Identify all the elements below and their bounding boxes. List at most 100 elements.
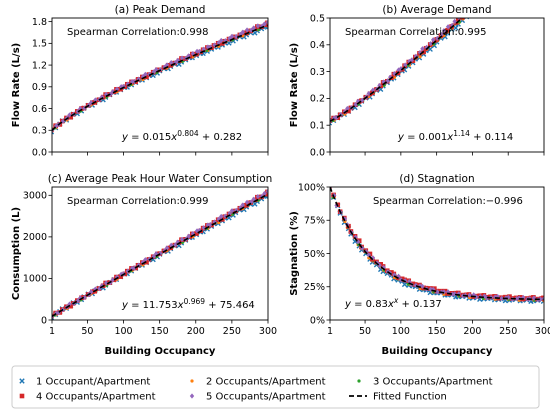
data-point [478, 0, 482, 1]
data-point [68, 303, 73, 309]
data-point [125, 268, 131, 274]
series-5 [330, 0, 482, 124]
chart-title: (b) Average Demand [382, 4, 491, 16]
y-tick-label: 0% [310, 315, 325, 326]
data-point [119, 271, 124, 277]
fitted-line [52, 24, 268, 132]
y-axis-label: Flow Rate (L/s) [11, 43, 22, 127]
y-tick-label: 0.2 [310, 94, 325, 105]
data-point [164, 62, 170, 68]
data-point [531, 295, 537, 301]
fit-equation: y = 11.753x0.969 + 75.464 [121, 297, 255, 311]
data-point [377, 82, 382, 89]
fit-equation: y = 0.015x0.804 + 0.282 [121, 129, 242, 143]
x-tick-label: 100 [392, 326, 410, 337]
chart-panel-1: (a) Peak Demand Flow Rate (L/s) 0.0 0.3 0.6 0… [11, 4, 269, 158]
data-point [467, 292, 472, 298]
data-point [453, 25, 459, 31]
data-point [197, 227, 202, 234]
data-point [402, 62, 408, 68]
y-tick-label: 0 [41, 315, 47, 326]
data-point [345, 105, 350, 112]
data-point [132, 265, 137, 271]
legend-item-3: 3 Occupants/Apartment [357, 377, 493, 388]
data-point [186, 233, 191, 239]
data-point [234, 207, 239, 213]
data-point [377, 262, 382, 268]
legend-label: 1 Occupant/Apartment [36, 377, 150, 388]
data-point [173, 242, 178, 248]
data-point [190, 51, 196, 57]
data-point [541, 295, 544, 302]
x-axis-label: Building Occupancy [105, 346, 216, 357]
data-point [158, 250, 163, 256]
data-point [366, 90, 371, 97]
data-point [353, 101, 358, 108]
legend-marker [19, 393, 25, 399]
data-point [401, 281, 408, 288]
data-point [197, 48, 202, 55]
y-tick-label: 1.5 [32, 39, 47, 50]
x-tick-label: 200 [463, 326, 481, 337]
chart-title: (d) Stagnation [399, 173, 474, 185]
chart-panel-3: (c) Average Peak Hour Water Consumption C… [11, 173, 277, 357]
fit-equation: y = 0.83xx + 0.137 [344, 296, 442, 310]
data-point [538, 296, 543, 302]
data-point [194, 231, 199, 236]
data-point [218, 37, 224, 44]
data-point [251, 25, 256, 31]
spearman-annotation: Spearman Correlation:0.999 [67, 196, 208, 207]
data-point [486, 0, 490, 1]
data-point [346, 108, 351, 114]
data-point [201, 46, 206, 52]
data-point [435, 35, 440, 41]
data-point [82, 105, 87, 111]
data-point [208, 222, 213, 228]
data-point [477, 0, 482, 2]
y-tick-label: 0.9 [32, 82, 47, 93]
data-point [409, 57, 414, 63]
legend-label: 3 Occupants/Apartment [373, 377, 493, 388]
plot-frame [329, 17, 545, 153]
legend-label: 2 Occupants/Apartment [206, 377, 326, 388]
data-point [60, 118, 66, 124]
data-point [168, 63, 173, 68]
x-tick-label: 250 [499, 326, 517, 337]
x-tick-label: 1 [327, 326, 333, 337]
legend-item-5: 5 Occupants/Apartment [189, 392, 326, 403]
y-axis-label: Consumption (L) [11, 207, 22, 300]
data-point [68, 114, 73, 120]
y-tick-label: 1000 [23, 274, 47, 285]
spearman-annotation: Spearman Correlation:0.995 [345, 27, 486, 38]
data-point [129, 79, 135, 85]
y-tick-label: 1.2 [32, 60, 47, 71]
chart-title: (c) Average Peak Hour Water Consumption [48, 173, 273, 185]
data-point [370, 87, 376, 93]
data-point [164, 245, 170, 251]
y-tick-label: 0.1 [310, 121, 325, 132]
data-point [110, 277, 116, 283]
data-point [483, 0, 486, 2]
data-point [229, 208, 235, 214]
data-point [212, 42, 217, 48]
data-point [244, 199, 250, 205]
data-point [265, 188, 268, 194]
chart-panel-4: (d) Stagnation Stagnation (%) Building Occ… [289, 173, 550, 357]
series-1 [330, 0, 490, 126]
data-point [460, 18, 465, 20]
data-point [223, 38, 228, 44]
data-point [227, 210, 232, 217]
data-point [439, 31, 444, 38]
data-point [418, 55, 422, 59]
data-point [190, 230, 196, 237]
data-point [428, 40, 433, 47]
fitted-line [330, 18, 464, 122]
data-point [262, 21, 267, 27]
x-tick-label: 50 [359, 326, 371, 337]
data-point [78, 295, 83, 301]
x-tick-label: 300 [259, 326, 277, 337]
y-tick-label: 0.3 [310, 67, 325, 78]
x-tick-label: 250 [223, 326, 241, 337]
y-axis-label: Stagnation (%) [289, 211, 300, 296]
